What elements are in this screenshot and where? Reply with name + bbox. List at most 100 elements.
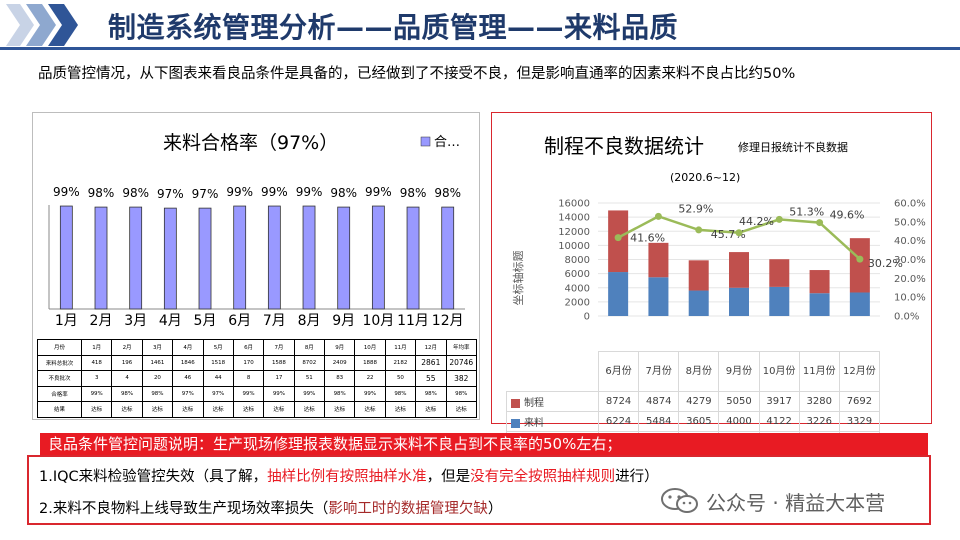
x-tick-label: 9月 — [332, 313, 355, 329]
table-cell: 11月 — [384, 339, 417, 356]
bar-4月 — [163, 207, 177, 310]
watermark: 公众号 · 精益大本营 — [660, 486, 950, 516]
table-cell: 8724 — [597, 391, 640, 412]
table-cell: 98% — [384, 385, 417, 402]
line-point — [856, 255, 864, 263]
table-row: 来料总批次 418 196 1461 1846 1518 170 1588 8702 2409 18… — [37, 354, 477, 371]
bar-process-12月份 — [849, 238, 870, 293]
bar-2月 — [94, 206, 108, 310]
row-label: 不良批次 — [37, 370, 82, 387]
bar-10月 — [371, 205, 385, 310]
row-label: 月份 — [37, 339, 82, 356]
chart-date-range: (2020.6~12) — [670, 171, 740, 184]
page-title: 制造系统管理分析——品质管理——来料品质 — [108, 11, 679, 44]
y-tick-label: 16000 — [558, 199, 590, 210]
table-cell: 418 — [80, 354, 113, 371]
table-cell: 4000 — [718, 411, 760, 432]
legend-label: 来料 — [524, 418, 544, 429]
point-2: 2.来料不良物料上线导致生产现场效率损失（影响工时的数据管理欠缺） — [39, 497, 502, 518]
y-tick-label: 4000 — [565, 283, 590, 294]
x-tick-label: 9月份 — [718, 351, 760, 392]
x-tick-label: 2月 — [90, 313, 113, 329]
line-data-label: 49.6% — [830, 209, 865, 222]
line-data-label: 51.3% — [789, 205, 824, 218]
y2-tick-label: 60.0% — [894, 199, 926, 210]
pass-rate-chart: 来料合格率（97%） 合… 99% 1月 98% 2月 98% 3月 97% 4月 97% 5月 99%… — [48, 132, 465, 329]
data-label: 97% — [192, 187, 219, 201]
table-cell: 50 — [384, 370, 417, 387]
bar-11月 — [406, 206, 420, 310]
process-defect-panel: 制程不良数据统计 修理日报统计不良数据 (2020.6~12) 坐标轴标题 0 2000 4… — [491, 112, 932, 452]
table-cell: 98% — [323, 385, 356, 402]
table-cell: 99% — [263, 385, 295, 402]
x-tick-label: 11月份 — [798, 351, 840, 392]
table-cell: 7月 — [263, 339, 295, 356]
point-1-d: 没有完全按照抽样规则 — [470, 469, 616, 485]
bar-8月 — [302, 205, 316, 310]
data-label: 97% — [157, 187, 184, 201]
data-label: 99% — [296, 185, 323, 199]
y-tick-label: 6000 — [565, 269, 590, 280]
table-cell: 3 — [80, 370, 113, 387]
bar-7月 — [267, 205, 281, 310]
data-label: 98% — [88, 186, 115, 200]
table-cell: 196 — [111, 354, 143, 371]
y-tick-label: 8000 — [565, 255, 590, 266]
row-label: 来料 — [506, 411, 599, 432]
bar-process-11月份 — [809, 270, 830, 294]
table-cell: 99% — [232, 385, 265, 402]
chart-title: 来料合格率（97%） — [163, 132, 338, 154]
table-cell: 10月 — [354, 339, 386, 356]
bar-incoming-12月份 — [849, 292, 870, 316]
legend-label: 制程 — [524, 398, 544, 409]
x-tick-label: 7月 — [263, 313, 286, 329]
data-label: 99% — [261, 185, 288, 199]
legend-swatch — [420, 136, 431, 147]
table-cell: 达标 — [323, 401, 356, 418]
y2-tick-label: 30.0% — [894, 255, 926, 266]
table-cell: 达标 — [263, 401, 295, 418]
bar-incoming-8月份 — [688, 290, 709, 316]
y-axis-title: 坐标轴标题 — [511, 251, 525, 306]
table-cell: 170 — [232, 354, 265, 371]
table-cell: 99% — [80, 385, 113, 402]
table-cell: 3605 — [678, 411, 720, 432]
table-row: 来料 6224 5484 3605 4000 4122 3226 3329 — [506, 411, 881, 432]
table-cell: 46 — [172, 370, 204, 387]
table-cell: 51 — [293, 370, 326, 387]
table-cell: 98% — [445, 385, 477, 402]
x-tick-label: 10月 — [362, 313, 394, 329]
y-tick-label: 10000 — [558, 241, 590, 252]
row-label: 来料总批次 — [37, 354, 82, 371]
table-cell: 3月 — [141, 339, 174, 356]
row-label: 结果 — [37, 401, 82, 418]
table-cell: 99% — [293, 385, 326, 402]
table-cell: 达标 — [172, 401, 204, 418]
table-cell: 2409 — [323, 354, 356, 371]
table-cell: 5484 — [638, 411, 680, 432]
table-cell: 达标 — [415, 401, 447, 418]
table-cell: 年均率 — [445, 339, 477, 356]
table-cell: 6224 — [597, 411, 640, 432]
row-label: 制程 — [506, 391, 599, 412]
bar-incoming-11月份 — [809, 293, 830, 316]
table-cell: 98% — [415, 385, 447, 402]
bar-process-8月份 — [688, 260, 709, 291]
data-label: 98% — [122, 186, 149, 200]
line-point — [775, 215, 783, 223]
table-cell: 2182 — [384, 354, 417, 371]
table-cell: 4122 — [758, 411, 800, 432]
wechat-icon — [661, 488, 698, 513]
table-cell: 达标 — [111, 401, 143, 418]
table-cell: 3226 — [798, 411, 840, 432]
table-cell: 20 — [141, 370, 174, 387]
pass-rate-table: 月份 1月 2月 3月 4月 5月 6月 7月 8月 9月 10月 11月 12月 年均率 来料总批次 418… — [37, 339, 477, 418]
row-label: 合格率 — [37, 385, 82, 402]
x-tick-label: 11月 — [397, 313, 429, 329]
x-tick-label: 10月份 — [758, 351, 800, 392]
table-cell: 4874 — [638, 391, 680, 412]
line-point — [654, 212, 662, 220]
bar-incoming-6月份 — [608, 272, 629, 316]
table-cell: 83 — [323, 370, 356, 387]
table-cell: 2861 — [415, 354, 447, 371]
